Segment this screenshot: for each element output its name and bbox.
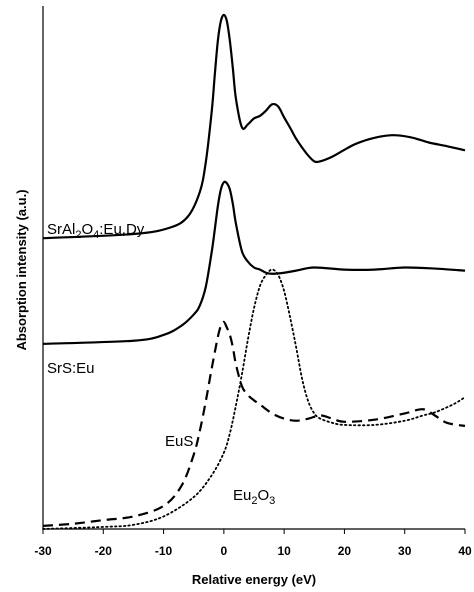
x-tick-label: -20 [95, 544, 113, 558]
series-label-eus: EuS [165, 433, 193, 450]
x-ticks: -30 -20 -10 0 10 20 30 40 [34, 529, 472, 558]
x-tick-label: 20 [338, 544, 352, 558]
series-label-sral2o4: SrAl2O4:Eu,Dy [47, 221, 145, 241]
series-line-0 [42, 13, 466, 240]
series-label-srs: SrS:Eu [47, 360, 95, 377]
x-axis-title: Relative energy (eV) [192, 572, 316, 587]
series-line-2 [42, 320, 466, 527]
series-line-3 [42, 268, 466, 530]
x-tick-label: 30 [398, 544, 412, 558]
series-label-eu2o3: Eu2O3 [233, 487, 275, 507]
x-tick-label: 10 [277, 544, 291, 558]
x-tick-label: -30 [34, 544, 52, 558]
series-line-1 [42, 180, 466, 345]
x-tick-label: 40 [458, 544, 472, 558]
x-tick-label: -10 [155, 544, 173, 558]
x-tick-label: 0 [221, 544, 228, 558]
y-axis-title: Absorption intensity (a.u.) [14, 189, 29, 350]
series-lines [42, 13, 466, 530]
axes [42, 6, 465, 530]
